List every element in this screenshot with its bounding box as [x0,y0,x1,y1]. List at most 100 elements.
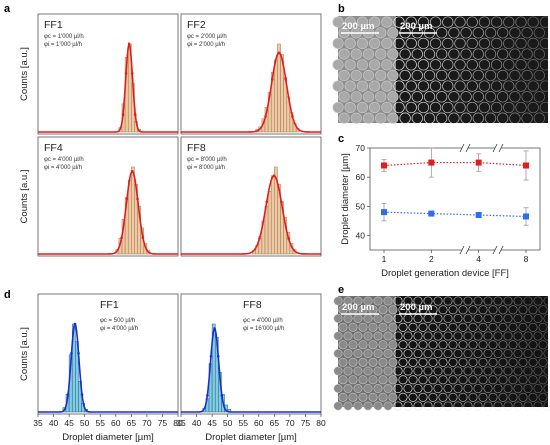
droplet-circle [438,375,448,385]
droplet-circle [428,357,438,367]
fit-point [73,322,77,326]
x-tick-label: 4 [476,254,481,264]
droplet-circle [368,392,378,402]
droplet-circle [539,80,550,92]
droplet-circle [466,101,478,114]
droplet-circle [453,313,463,324]
droplet-circle [417,37,430,50]
droplet-circle [378,340,388,350]
droplet-circle [442,16,454,28]
droplet-circle [369,16,381,28]
droplet-circle [362,91,375,103]
y-tick-label: 40 [356,230,366,240]
droplet-circle [393,59,405,71]
gaussian-fit-line [181,327,321,413]
fit-point [264,115,267,118]
panel-label-c: c [338,133,344,145]
droplet-circle [493,366,503,376]
fit-point [277,51,281,55]
fit-point [270,77,274,81]
droplet-circle [408,322,418,332]
droplet-circle [375,91,387,103]
droplet-circle [417,16,430,28]
fit-point [287,237,290,240]
axis-break-gap [495,247,501,253]
droplet-circle [472,27,484,39]
droplet-circle [497,27,509,39]
droplet-circle [405,37,417,50]
droplet-circle [478,375,488,385]
droplet-circle [399,112,411,124]
droplet-circle [408,357,418,367]
droplet-circle [362,112,375,124]
droplet-circle [503,401,513,411]
droplet-circle [333,313,343,323]
x-tick-label: 55 [95,418,105,428]
droplet-circle [417,80,430,92]
droplet-circle [473,348,483,359]
histogram-ff8: FF8 φc = 8'000 µl/h φi = 8'000 µl/h [180,136,322,257]
droplet-circle [418,340,428,350]
droplet-circle [393,313,403,324]
droplet-circle [478,357,488,367]
droplet-circle [388,340,398,350]
droplet-circle [398,357,408,367]
droplet-circle [497,91,509,103]
droplet-circle [436,69,448,82]
droplet-circle [533,69,545,82]
droplet-circle [429,59,442,71]
droplet-circle [393,101,405,114]
droplet-circle [508,340,518,350]
droplet-circle [343,331,353,341]
droplet-circle [408,392,418,402]
droplet-circle [458,375,468,385]
x-tick-label: 70 [285,418,295,428]
droplet-circle [448,112,460,124]
droplet-circle [344,101,356,114]
droplet-circle [393,331,403,341]
y-axis-label: Counts [a.u.] [19,170,30,224]
droplet-circle [423,348,433,359]
droplet-circle [527,16,539,28]
droplet-circle [484,48,497,60]
droplet-circle [528,305,538,315]
droplet-circle [408,340,418,350]
droplet-circle [398,375,408,385]
x-axis-label: Droplet generation device [FF] [381,268,509,279]
droplet-circle [443,366,453,376]
data-point [523,162,529,169]
droplet-circle [363,313,373,323]
droplet-circle [533,331,543,341]
droplet-circle [393,383,403,394]
droplet-circle [332,37,344,50]
axis-break-gap [462,247,468,253]
droplet-circle [490,80,503,92]
droplet-circle [493,331,503,341]
droplet-circle [543,348,550,359]
droplet-circle [518,322,528,332]
gaussian-fit-line [181,174,321,255]
panel-label-d: d [4,289,11,301]
droplet-circle [454,16,466,28]
x-tick-label: 50 [223,418,233,428]
droplet-circle [333,366,343,376]
data-point [428,159,435,166]
droplet-circle [373,313,383,323]
x-tick-label: 65 [127,418,137,428]
gaussian-fit-line [38,41,178,133]
droplet-circle [332,16,344,28]
droplet-circle [543,366,550,376]
x-axis-label: Droplet diameter [µm] [205,432,297,443]
droplet-circle [448,392,458,402]
droplet-circle [381,80,393,92]
droplet-circle [538,305,548,315]
droplet-circle [363,383,373,393]
droplet-circle [508,375,518,385]
droplet-circle [333,296,343,306]
x-tick-label: 8 [524,254,529,264]
droplet-circle [405,59,417,71]
flow-rate-line: φi = 16'000 µl/h [243,326,284,332]
droplet-circle [490,59,503,71]
droplet-circle [338,340,348,350]
droplet-circle [508,357,518,367]
